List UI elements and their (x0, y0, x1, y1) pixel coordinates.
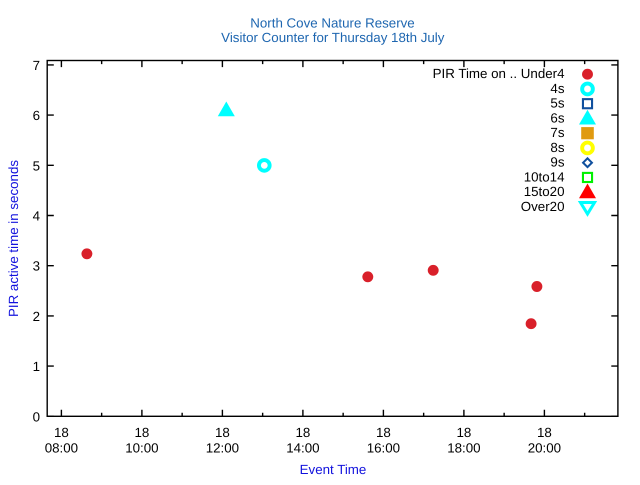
svg-text:18: 18 (376, 425, 391, 440)
svg-text:18: 18 (134, 425, 149, 440)
svg-text:4: 4 (33, 209, 41, 224)
svg-text:1: 1 (33, 359, 40, 374)
svg-text:18: 18 (215, 425, 230, 440)
svg-text:18: 18 (456, 425, 471, 440)
svg-text:North Cove Nature Reserve: North Cove Nature Reserve (250, 16, 414, 31)
svg-text:6: 6 (33, 108, 40, 123)
svg-text:10:00: 10:00 (125, 440, 158, 455)
svg-text:14:00: 14:00 (286, 440, 319, 455)
svg-text:20:00: 20:00 (528, 440, 561, 455)
svg-text:16:00: 16:00 (367, 440, 400, 455)
svg-text:18: 18 (295, 425, 310, 440)
svg-text:18:00: 18:00 (447, 440, 480, 455)
svg-text:6s: 6s (550, 110, 564, 125)
svg-text:18: 18 (54, 425, 69, 440)
svg-text:5: 5 (33, 158, 40, 173)
svg-text:0: 0 (33, 409, 40, 424)
svg-text:12:00: 12:00 (206, 440, 239, 455)
svg-text:10to14: 10to14 (524, 169, 565, 184)
svg-text:4s: 4s (550, 81, 564, 96)
svg-text:8s: 8s (550, 140, 564, 155)
svg-text:Visitor Counter for Thursday 1: Visitor Counter for Thursday 18th July (221, 30, 445, 45)
svg-text:PIR active time in seconds: PIR active time in seconds (6, 160, 21, 317)
svg-text:08:00: 08:00 (45, 440, 78, 455)
svg-text:7s: 7s (550, 125, 564, 140)
svg-text:5s: 5s (550, 96, 564, 111)
svg-text:PIR Time on .. Under4: PIR Time on .. Under4 (433, 66, 565, 81)
svg-text:3: 3 (33, 259, 40, 274)
svg-text:Event Time: Event Time (300, 462, 367, 477)
svg-text:2: 2 (33, 309, 40, 324)
svg-text:7: 7 (33, 58, 40, 73)
svg-text:18: 18 (537, 425, 552, 440)
svg-text:Over20: Over20 (521, 199, 565, 214)
svg-text:15to20: 15to20 (524, 184, 565, 199)
svg-text:9s: 9s (550, 155, 564, 170)
